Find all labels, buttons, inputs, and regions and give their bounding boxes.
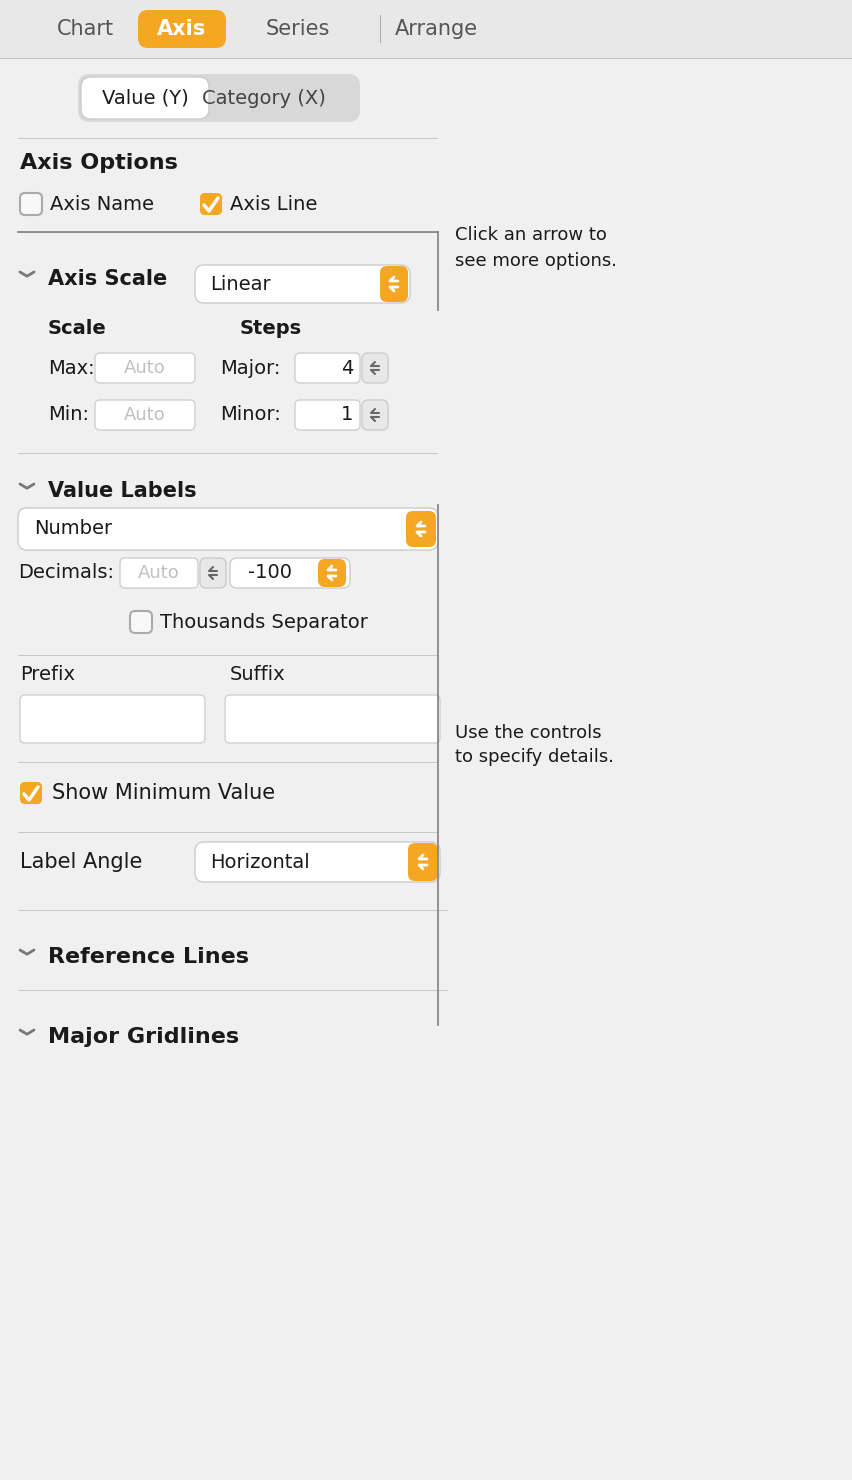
Text: Category (X): Category (X): [202, 89, 326, 108]
FancyBboxPatch shape: [200, 558, 226, 588]
Text: Major Gridlines: Major Gridlines: [48, 1027, 239, 1046]
FancyBboxPatch shape: [120, 558, 198, 588]
Bar: [380, 15, 381, 43]
Text: Thousands Separator: Thousands Separator: [160, 613, 368, 632]
Text: 4: 4: [341, 358, 353, 377]
Text: Auto: Auto: [124, 406, 166, 423]
Text: Scale: Scale: [48, 318, 106, 337]
FancyBboxPatch shape: [408, 844, 438, 881]
FancyBboxPatch shape: [20, 696, 205, 743]
Text: Use the controls
to specify details.: Use the controls to specify details.: [455, 724, 614, 767]
Text: Click an arrow to
see more options.: Click an arrow to see more options.: [455, 226, 617, 269]
Text: 1: 1: [341, 406, 353, 425]
FancyBboxPatch shape: [18, 508, 438, 551]
FancyBboxPatch shape: [406, 511, 436, 548]
Text: Value (Y): Value (Y): [101, 89, 188, 108]
Text: Label Angle: Label Angle: [20, 852, 142, 872]
FancyBboxPatch shape: [195, 265, 410, 303]
Text: Number: Number: [34, 519, 112, 539]
FancyBboxPatch shape: [362, 400, 388, 431]
Text: Chart: Chart: [57, 19, 114, 38]
Text: Axis: Axis: [158, 19, 207, 38]
FancyBboxPatch shape: [225, 696, 440, 743]
FancyBboxPatch shape: [20, 781, 42, 804]
Text: Minor:: Minor:: [220, 406, 281, 425]
FancyBboxPatch shape: [138, 10, 226, 47]
Text: Series: Series: [266, 19, 331, 38]
FancyBboxPatch shape: [20, 192, 42, 215]
Text: Axis Line: Axis Line: [230, 194, 318, 213]
Text: Axis Options: Axis Options: [20, 152, 178, 173]
Text: Decimals:: Decimals:: [18, 564, 114, 583]
FancyBboxPatch shape: [95, 354, 195, 383]
Text: Show Minimum Value: Show Minimum Value: [52, 783, 275, 804]
FancyBboxPatch shape: [95, 400, 195, 431]
FancyBboxPatch shape: [318, 559, 346, 588]
FancyBboxPatch shape: [295, 400, 360, 431]
FancyBboxPatch shape: [230, 558, 350, 588]
FancyBboxPatch shape: [81, 77, 209, 118]
Text: Max:: Max:: [48, 358, 95, 377]
Text: Axis Scale: Axis Scale: [48, 269, 167, 289]
FancyBboxPatch shape: [130, 611, 152, 633]
Text: Arrange: Arrange: [395, 19, 478, 38]
Text: Linear: Linear: [210, 274, 271, 293]
FancyBboxPatch shape: [195, 842, 440, 882]
Text: Value Labels: Value Labels: [48, 481, 197, 502]
FancyBboxPatch shape: [380, 266, 408, 302]
FancyBboxPatch shape: [362, 354, 388, 383]
Text: Axis Name: Axis Name: [50, 194, 154, 213]
Text: Major:: Major:: [220, 358, 280, 377]
FancyBboxPatch shape: [78, 74, 360, 121]
Text: Horizontal: Horizontal: [210, 852, 310, 872]
FancyBboxPatch shape: [200, 192, 222, 215]
Bar: [0, 0, 852, 58]
Text: Reference Lines: Reference Lines: [48, 947, 249, 966]
FancyBboxPatch shape: [295, 354, 360, 383]
Text: -100: -100: [248, 564, 292, 583]
Text: Auto: Auto: [124, 360, 166, 377]
Text: Min:: Min:: [48, 406, 89, 425]
Text: Auto: Auto: [138, 564, 180, 582]
Text: Suffix: Suffix: [230, 666, 285, 684]
Text: Steps: Steps: [240, 318, 302, 337]
Text: Prefix: Prefix: [20, 666, 75, 684]
